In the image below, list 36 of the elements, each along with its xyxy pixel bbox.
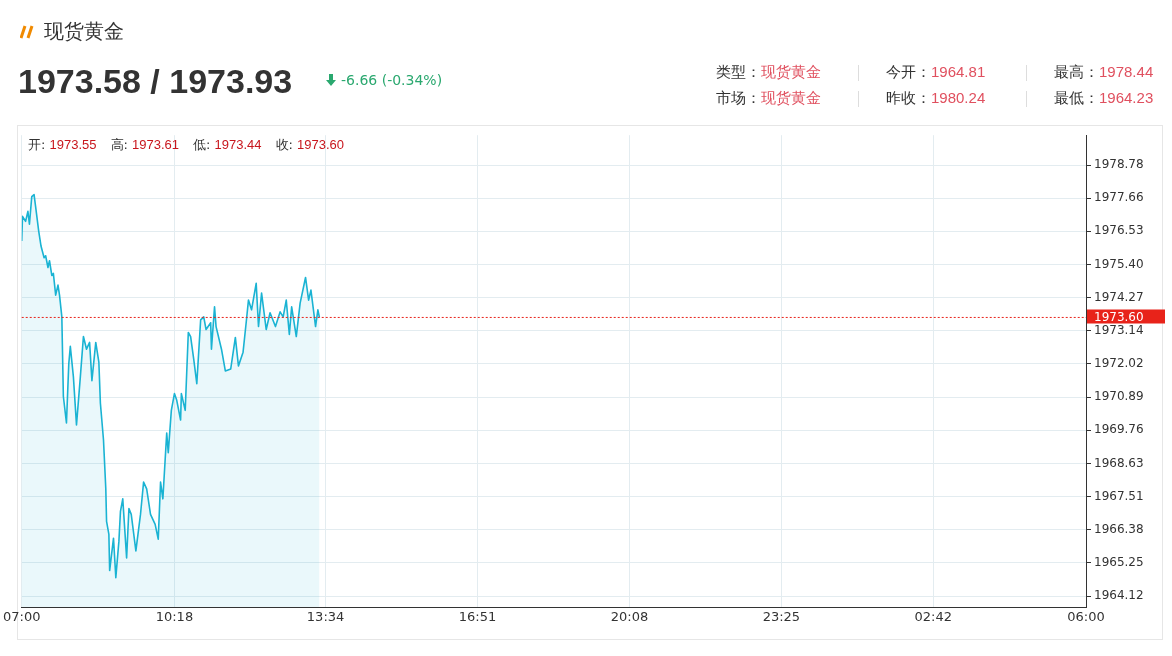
- x-tick-label: 13:34: [306, 609, 345, 625]
- x-tick-label: 20:08: [610, 609, 649, 625]
- y-tick-label: 1973.14: [1094, 323, 1144, 338]
- y-tick-label: 1972.02: [1094, 356, 1144, 371]
- text: 最高：1978.44: [1054, 63, 1154, 81]
- annotation: 开: 1973.55: [28, 137, 97, 152]
- text: -6.66 (-0.34%): [341, 72, 443, 88]
- text: 昨收：1980.24: [886, 89, 986, 107]
- x-tick-label: 10:18: [155, 609, 194, 625]
- y-tick-label: 1974.27: [1094, 289, 1144, 304]
- y-tick-label: 1968.63: [1094, 455, 1144, 470]
- x-tick-label: 06:00: [1067, 609, 1105, 625]
- text: 市场：现货黄金: [716, 89, 821, 107]
- text: 今开：1964.81: [886, 63, 986, 81]
- chart-title: 现货黄金: [44, 18, 124, 45]
- y-tick-label: 1967.51: [1094, 488, 1144, 503]
- x-tick-label: 23:25: [762, 609, 801, 625]
- y-tick-label: 1964.12: [1094, 588, 1144, 603]
- x-tick-label: 16:51: [458, 609, 497, 625]
- annotation: 高: 1973.61: [110, 137, 180, 152]
- y-tick-label: 1975.40: [1094, 256, 1144, 271]
- ref-line-label: 1973.60: [1094, 309, 1144, 324]
- x-tick-label: 02:42: [914, 609, 953, 625]
- y-tick-label: 1965.25: [1094, 555, 1144, 570]
- y-tick-label: 1976.53: [1094, 223, 1144, 238]
- chart-subtitle: 1973.58 / 1973.93: [18, 62, 293, 101]
- y-tick-label: 1978.78: [1094, 157, 1144, 172]
- y-tick-label: 1970.89: [1094, 389, 1144, 404]
- text: 类型：现货黄金: [716, 63, 821, 81]
- y-tick-label: 1977.66: [1094, 190, 1144, 205]
- y-tick-label: 1969.76: [1094, 422, 1144, 437]
- annotation: 收: 1973.60: [275, 137, 345, 152]
- annotation: 低: 1973.44: [193, 137, 262, 152]
- y-tick-label: 1966.38: [1094, 521, 1144, 536]
- text: 最低：1964.23: [1054, 89, 1154, 107]
- x-tick-label: 07:00: [3, 609, 41, 625]
